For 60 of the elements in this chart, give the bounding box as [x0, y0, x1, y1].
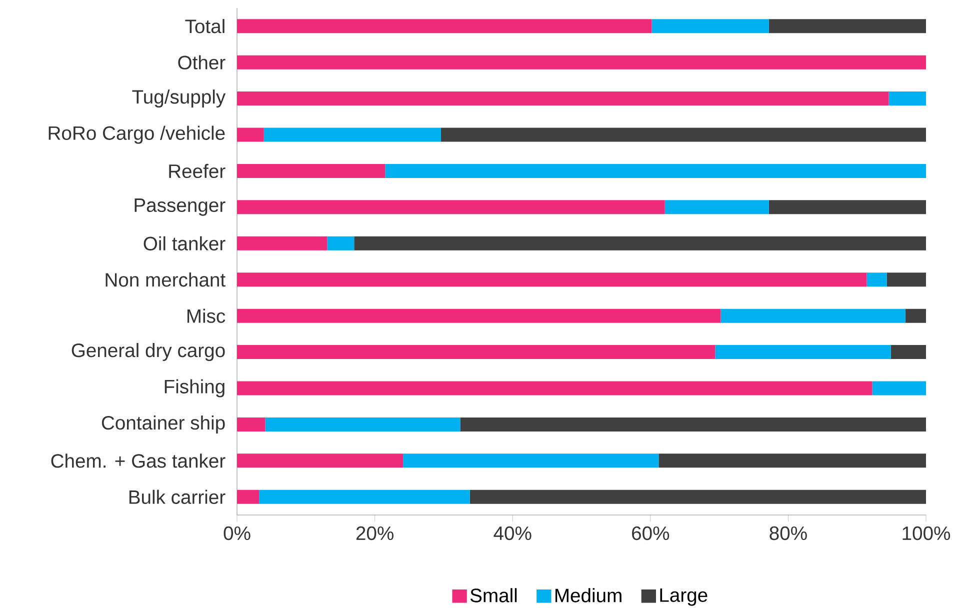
- y-tick-label: Bulk carrier: [129, 490, 226, 504]
- y-tick-label: Container ship: [102, 415, 225, 434]
- bar: [872, 381, 926, 396]
- legend-label: Large: [660, 588, 708, 606]
- x-tick-label: 60%: [632, 526, 670, 540]
- bar: [264, 128, 441, 142]
- bar: [888, 92, 926, 106]
- y-tick-label: Fishing: [164, 379, 224, 398]
- bar: [237, 55, 926, 70]
- bar: [720, 308, 906, 323]
- bar: [385, 164, 926, 178]
- bar: [905, 308, 926, 323]
- bar: [237, 164, 386, 178]
- bar: [664, 200, 769, 214]
- y-tick-label: Non merchant: [106, 272, 226, 287]
- bar: [354, 236, 926, 250]
- y-tick-label: RoRo Cargo /vehicle: [48, 126, 225, 144]
- bar: [237, 236, 328, 250]
- legend-label: Small: [470, 588, 517, 602]
- bar: [237, 308, 721, 323]
- bar: [658, 454, 926, 468]
- bar: [237, 272, 867, 287]
- bar: [237, 417, 266, 432]
- bar: [460, 417, 926, 432]
- x-tick-label: 80%: [770, 526, 807, 540]
- legend-label: Medium: [555, 588, 622, 602]
- bar: [237, 19, 652, 34]
- y-tick-label: General dry cargo: [72, 343, 225, 362]
- x-tick-label: 100%: [902, 526, 950, 540]
- bar: [237, 345, 716, 360]
- bar: [890, 345, 926, 360]
- bar: [259, 490, 470, 504]
- bar: [237, 454, 404, 468]
- bar: [866, 272, 887, 287]
- x-tick-label: 40%: [494, 526, 532, 540]
- x-tick-label: 0%: [224, 526, 250, 540]
- y-tick-label: Passenger: [134, 198, 226, 216]
- bar: [652, 19, 769, 34]
- bar: [265, 417, 460, 432]
- bar: [237, 92, 889, 106]
- y-tick-label: Misc: [187, 308, 226, 323]
- bar: [237, 490, 260, 504]
- bar: [403, 454, 659, 468]
- y-tick-label: Total: [185, 19, 224, 34]
- bar: [715, 345, 891, 360]
- bar: [470, 490, 926, 504]
- y-tick-label: Other: [178, 55, 226, 70]
- bar: [768, 200, 926, 214]
- y-tick-label: Oil tanker: [144, 236, 226, 250]
- bar: [768, 19, 926, 34]
- bar: [886, 272, 926, 287]
- x-tick-label: 20%: [356, 526, 394, 540]
- bar: [327, 236, 354, 250]
- y-tick-label: Tug/supply: [132, 90, 226, 108]
- y-tick-label: Reefer: [169, 164, 226, 178]
- y-tick-label: Chem. + Gas tanker: [51, 454, 226, 468]
- bar: [237, 381, 872, 396]
- bar: [237, 200, 665, 214]
- bar: [237, 128, 264, 142]
- bar: [440, 128, 926, 142]
